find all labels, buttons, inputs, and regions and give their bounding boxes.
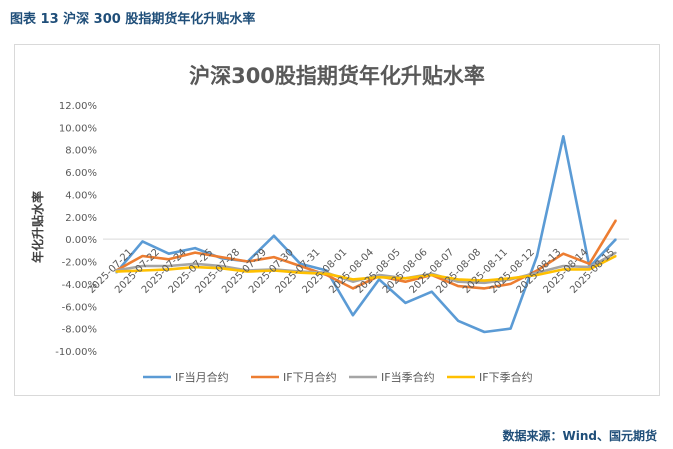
series-1-point	[167, 252, 170, 255]
series-4-point	[562, 268, 565, 271]
series-4-point	[115, 270, 117, 273]
legend: IF当月合约 IF下月合约 IF当季合约 IF下季合约	[143, 370, 533, 384]
series-4-point	[430, 274, 433, 276]
legend-label: IF下月合约	[283, 370, 337, 384]
series-3-point	[483, 281, 486, 284]
y-tick-labels: 12.00% 10.00% 8.00% 6.00% 4.00% 2.00% 0.00% -2.…	[55, 101, 97, 358]
y-tick-label: 4.00%	[65, 190, 97, 201]
series-3-point	[141, 265, 144, 267]
series-3-point	[615, 251, 617, 254]
y-tick-label: -2.00%	[62, 258, 97, 269]
series-4-point	[588, 268, 591, 271]
series-2-point	[167, 258, 170, 261]
y-tick-label: -10.00%	[55, 347, 97, 358]
series-3-point	[167, 265, 170, 267]
series-3-point	[194, 262, 196, 265]
series-1-point	[299, 262, 302, 265]
series-lines	[115, 135, 618, 334]
series-1-point	[509, 327, 512, 330]
legend-label: IF下季合约	[479, 370, 533, 384]
y-tick-label: 8.00%	[65, 146, 97, 157]
y-tick-label: -6.00%	[62, 302, 97, 313]
chart-title: 沪深300股指期货年化升贴水率	[189, 64, 485, 88]
data-source: 数据来源：Wind、国元期货	[502, 429, 657, 443]
series-2-point	[246, 260, 249, 263]
series-1-point	[141, 240, 144, 243]
series-1-point	[536, 255, 538, 257]
series-4-point	[167, 268, 170, 271]
series-3-point	[457, 280, 459, 283]
series-4-point	[483, 279, 486, 282]
series-4-point	[194, 266, 196, 268]
series-3-point	[536, 271, 538, 274]
series-4-point	[246, 270, 249, 273]
legend-label: IF当月合约	[175, 370, 229, 384]
series-4-point	[615, 255, 617, 257]
series-1-point	[325, 269, 328, 272]
y-tick-label: 2.00%	[65, 213, 97, 224]
series-2-point	[404, 280, 407, 283]
series-2-point	[483, 287, 486, 290]
series-4-point	[141, 269, 144, 272]
y-tick-label: 0.00%	[65, 235, 97, 246]
series-4-point	[404, 277, 407, 280]
series-2-point	[509, 283, 512, 285]
series-line-4	[116, 254, 617, 282]
series-1-point	[378, 278, 380, 281]
series-4-point	[536, 274, 538, 276]
series-3-point	[562, 265, 565, 267]
series-2-point	[141, 255, 144, 257]
series-4-point	[220, 267, 223, 270]
series-1-point	[615, 238, 617, 240]
series-2-point	[536, 269, 538, 272]
series-2-point	[194, 251, 196, 254]
series-2-point	[220, 256, 223, 258]
series-2-point	[273, 256, 275, 258]
series-4-point	[509, 277, 512, 280]
series-3-point	[588, 266, 591, 268]
figure-caption: 图表 13 沪深 300 股指期货年化升贴水率	[10, 12, 256, 27]
series-2-point	[615, 219, 617, 221]
series-1-point	[430, 290, 433, 293]
series-4-point	[457, 278, 459, 281]
series-2-point	[588, 262, 591, 265]
y-tick-label: 12.00%	[59, 101, 97, 112]
series-2-point	[457, 285, 459, 287]
series-1-point	[457, 320, 459, 322]
series-4-point	[352, 278, 354, 281]
y-tick-label: 10.00%	[59, 123, 97, 134]
y-tick-label: -8.00%	[62, 325, 97, 336]
series-1-point	[352, 314, 354, 317]
chart-container: 沪深300股指期货年化升贴水率 年化升贴水率 12.00% 10.00% 8.00%…	[14, 44, 660, 396]
legend-label: IF当季合约	[381, 370, 435, 384]
series-2-point	[562, 252, 565, 255]
series-3-point	[220, 265, 223, 267]
series-3-point	[378, 274, 380, 276]
series-4-point	[378, 276, 380, 278]
series-line-1	[115, 135, 617, 334]
series-2-point	[352, 287, 354, 290]
series-2-point	[299, 265, 302, 267]
series-3-point	[352, 280, 354, 283]
series-4-point	[273, 269, 275, 272]
series-4-point	[325, 273, 328, 275]
series-1-point	[562, 135, 565, 138]
series-1-point	[404, 302, 407, 304]
series-1-point	[273, 235, 275, 237]
y-tick-label: -4.00%	[62, 280, 97, 291]
series-4-point	[299, 271, 302, 274]
series-1-point	[483, 331, 486, 333]
y-axis-label: 年化升贴水率	[30, 191, 45, 263]
series-1-point	[194, 247, 196, 249]
line-chart: 沪深300股指期货年化升贴水率 年化升贴水率 12.00% 10.00% 8.00%…	[30, 64, 629, 384]
y-tick-label: 6.00%	[65, 168, 97, 179]
